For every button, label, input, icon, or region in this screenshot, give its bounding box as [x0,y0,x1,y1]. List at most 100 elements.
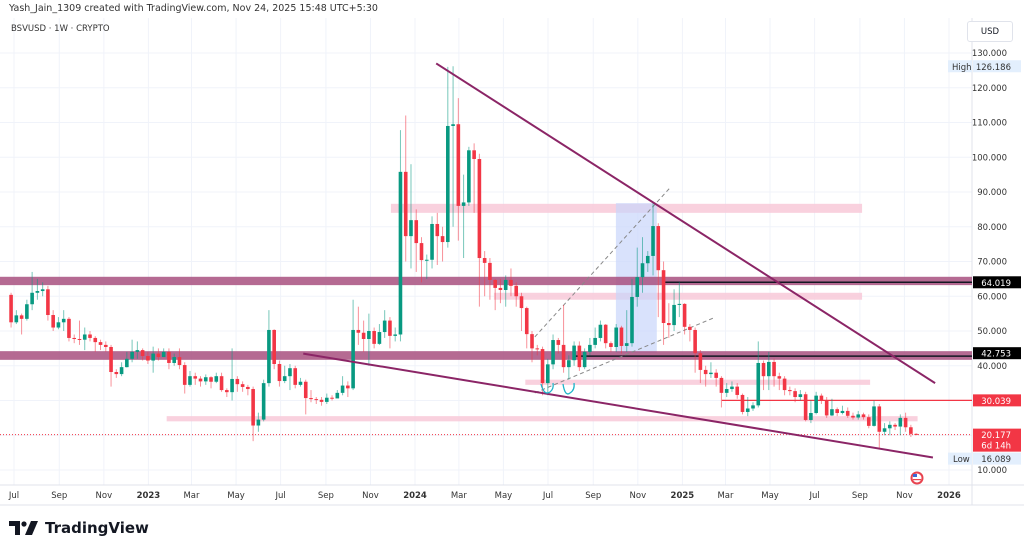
candle[interactable] [351,299,355,391]
candle[interactable] [888,421,892,436]
candle[interactable] [724,383,729,398]
candle[interactable] [477,153,482,307]
candle[interactable] [382,310,387,338]
tradingview-logo[interactable]: TradingView [9,519,149,537]
candle[interactable] [193,372,198,385]
candle[interactable] [882,423,887,436]
candle[interactable] [277,360,282,387]
candle[interactable] [30,271,34,311]
candle[interactable] [82,327,87,351]
candle[interactable] [324,393,329,404]
candle[interactable] [340,376,345,396]
candle[interactable] [146,351,150,365]
candle[interactable] [535,344,540,356]
candle[interactable] [251,386,255,442]
candle[interactable] [125,351,129,368]
candle[interactable] [624,310,629,352]
candle[interactable] [272,329,276,370]
candle[interactable] [314,397,319,404]
candle[interactable] [530,331,534,363]
candle[interactable] [256,412,261,432]
candle[interactable] [766,351,771,391]
candle[interactable] [667,303,671,338]
candle[interactable] [177,348,182,370]
candle[interactable] [903,412,908,432]
candle[interactable] [188,370,192,387]
candle[interactable] [309,390,313,403]
candle[interactable] [35,278,40,300]
candle[interactable] [377,324,382,345]
candle[interactable] [693,327,697,373]
candle[interactable] [430,216,434,269]
candle[interactable] [851,412,855,420]
candle[interactable] [367,313,371,366]
candle[interactable] [803,391,808,422]
candle[interactable] [482,251,487,297]
candle[interactable] [877,403,882,449]
candle[interactable] [240,381,245,392]
candle[interactable] [756,341,761,408]
candle[interactable] [372,327,376,349]
candle[interactable] [814,391,818,415]
candle[interactable] [793,388,797,403]
candle[interactable] [809,400,813,424]
candle[interactable] [714,369,718,387]
candle[interactable] [509,268,513,297]
us-flag-icon[interactable] [910,471,924,485]
support-resistance-zone[interactable] [525,379,871,385]
candle[interactable] [645,251,650,272]
candle[interactable] [556,337,561,354]
candle[interactable] [614,324,618,352]
candle[interactable] [898,414,903,436]
candle[interactable] [835,407,840,417]
candle[interactable] [161,348,166,358]
candle[interactable] [414,209,419,272]
candle[interactable] [582,348,587,370]
candle[interactable] [435,212,440,265]
candle[interactable] [267,310,271,387]
channel-line[interactable] [534,317,714,394]
candle[interactable] [561,304,566,373]
candle[interactable] [303,379,308,415]
candle[interactable] [640,237,645,293]
candle[interactable] [588,337,592,356]
candle[interactable] [472,143,476,213]
candle[interactable] [567,355,571,380]
candle[interactable] [819,393,824,404]
candle[interactable] [282,365,287,384]
candle[interactable] [914,433,918,436]
candle[interactable] [398,130,403,342]
candle[interactable] [740,393,745,415]
candle[interactable] [498,278,503,304]
candle[interactable] [235,376,240,392]
candle[interactable] [572,341,576,366]
candle[interactable] [198,376,203,387]
candle[interactable] [893,423,897,431]
candle[interactable] [225,388,229,398]
candle[interactable] [67,317,71,342]
candle[interactable] [330,395,334,401]
candle[interactable] [609,341,613,352]
candle[interactable] [682,303,687,335]
candle[interactable] [19,313,24,335]
candle[interactable] [56,317,61,330]
candle[interactable] [61,310,66,331]
candle[interactable] [751,402,755,411]
candle[interactable] [503,275,508,307]
candle[interactable] [782,376,787,396]
candle[interactable] [46,285,50,321]
candle[interactable] [698,350,703,384]
candle[interactable] [861,412,866,420]
candle[interactable] [156,348,161,361]
candle[interactable] [661,261,666,345]
candle[interactable] [514,282,519,307]
candle[interactable] [246,384,250,396]
candle[interactable] [9,292,13,328]
candle[interactable] [745,397,750,417]
candle[interactable] [461,174,466,259]
candle[interactable] [261,379,266,422]
candle[interactable] [488,258,492,300]
candle[interactable] [388,317,392,349]
candle[interactable] [830,398,834,417]
candle[interactable] [182,362,187,394]
